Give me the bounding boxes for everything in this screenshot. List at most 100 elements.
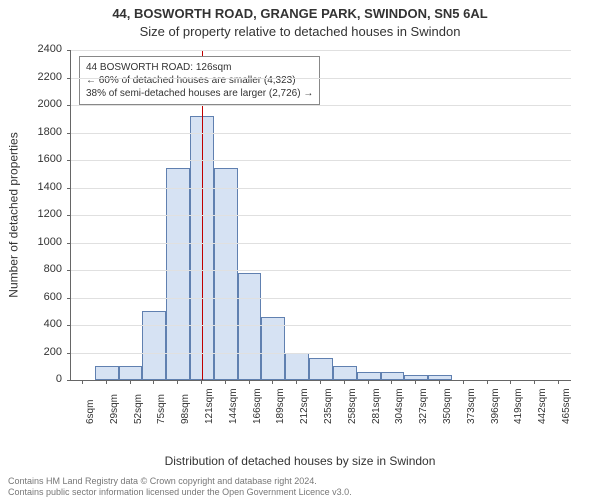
- x-tick-label: 350sqm: [442, 388, 453, 424]
- y-tick-label: 1600: [0, 153, 62, 165]
- x-tick-label: 144sqm: [228, 388, 239, 424]
- y-gridline: [71, 78, 571, 79]
- x-tick-mark: [391, 380, 392, 384]
- x-tick-label: 166sqm: [252, 388, 263, 424]
- x-tick-label: 327sqm: [418, 388, 429, 424]
- y-tick-mark: [67, 353, 71, 354]
- x-tick-mark: [439, 380, 440, 384]
- histogram-bar: [119, 366, 143, 380]
- histogram-bar: [166, 168, 190, 380]
- x-tick-mark: [510, 380, 511, 384]
- x-tick-mark: [487, 380, 488, 384]
- y-tick-mark: [67, 188, 71, 189]
- x-tick-mark: [320, 380, 321, 384]
- x-tick-label: 98sqm: [180, 394, 191, 424]
- chart-title-address: 44, BOSWORTH ROAD, GRANGE PARK, SWINDON,…: [0, 6, 600, 21]
- y-gridline: [71, 188, 571, 189]
- x-tick-label: 6sqm: [85, 400, 96, 424]
- histogram-bar: [95, 366, 119, 380]
- x-tick-label: 373sqm: [466, 388, 477, 424]
- y-gridline: [71, 270, 571, 271]
- x-tick-label: 212sqm: [299, 388, 310, 424]
- x-axis-label: Distribution of detached houses by size …: [0, 454, 600, 468]
- info-line-property: 44 BOSWORTH ROAD: 126sqm: [86, 61, 313, 74]
- info-line-smaller: ← 60% of detached houses are smaller (4,…: [86, 74, 313, 87]
- y-tick-mark: [67, 160, 71, 161]
- y-tick-mark: [67, 270, 71, 271]
- x-tick-mark: [415, 380, 416, 384]
- x-tick-label: 52sqm: [133, 394, 144, 424]
- x-tick-mark: [177, 380, 178, 384]
- x-tick-mark: [153, 380, 154, 384]
- y-tick-label: 1000: [0, 236, 62, 248]
- y-tick-label: 200: [0, 346, 62, 358]
- y-tick-label: 2200: [0, 71, 62, 83]
- x-tick-label: 235sqm: [323, 388, 334, 424]
- x-tick-mark: [130, 380, 131, 384]
- x-tick-mark: [344, 380, 345, 384]
- histogram-bar: [214, 168, 238, 380]
- y-tick-label: 400: [0, 318, 62, 330]
- histogram-bar: [381, 372, 405, 380]
- chart-title-subtitle: Size of property relative to detached ho…: [0, 24, 600, 39]
- x-tick-mark: [225, 380, 226, 384]
- histogram-bar: [333, 366, 357, 380]
- y-gridline: [71, 353, 571, 354]
- x-tick-mark: [249, 380, 250, 384]
- histogram-bar: [357, 372, 381, 380]
- x-tick-mark: [106, 380, 107, 384]
- x-tick-mark: [296, 380, 297, 384]
- y-gridline: [71, 215, 571, 216]
- x-tick-label: 396sqm: [490, 388, 501, 424]
- reference-info-box: 44 BOSWORTH ROAD: 126sqm ← 60% of detach…: [79, 56, 320, 105]
- y-tick-label: 2000: [0, 98, 62, 110]
- y-tick-mark: [67, 380, 71, 381]
- histogram-bar: [285, 353, 309, 381]
- x-tick-mark: [201, 380, 202, 384]
- x-tick-label: 189sqm: [275, 388, 286, 424]
- info-line-larger: 38% of semi-detached houses are larger (…: [86, 87, 313, 100]
- y-gridline: [71, 298, 571, 299]
- y-tick-label: 1400: [0, 181, 62, 193]
- x-tick-label: 281sqm: [371, 388, 382, 424]
- x-tick-label: 29sqm: [109, 394, 120, 424]
- y-tick-label: 0: [0, 373, 62, 385]
- y-gridline: [71, 50, 571, 51]
- y-tick-label: 1800: [0, 126, 62, 138]
- y-tick-mark: [67, 325, 71, 326]
- x-tick-mark: [368, 380, 369, 384]
- credit-line-1: Contains HM Land Registry data © Crown c…: [8, 476, 592, 487]
- y-gridline: [71, 243, 571, 244]
- y-tick-label: 600: [0, 291, 62, 303]
- y-gridline: [71, 105, 571, 106]
- histogram-bar: [142, 311, 166, 380]
- y-tick-mark: [67, 298, 71, 299]
- x-tick-label: 465sqm: [561, 388, 572, 424]
- x-tick-mark: [272, 380, 273, 384]
- histogram-bar: [238, 273, 262, 380]
- y-tick-mark: [67, 105, 71, 106]
- x-tick-mark: [463, 380, 464, 384]
- y-gridline: [71, 160, 571, 161]
- credits-block: Contains HM Land Registry data © Crown c…: [8, 476, 592, 498]
- chart-plot-area: 44 BOSWORTH ROAD: 126sqm ← 60% of detach…: [70, 50, 571, 381]
- y-tick-mark: [67, 50, 71, 51]
- x-tick-label: 121sqm: [204, 388, 215, 424]
- y-tick-mark: [67, 243, 71, 244]
- x-tick-label: 304sqm: [394, 388, 405, 424]
- y-tick-mark: [67, 78, 71, 79]
- histogram-bar: [309, 358, 333, 380]
- x-tick-label: 419sqm: [513, 388, 524, 424]
- x-tick-mark: [558, 380, 559, 384]
- histogram-bar: [261, 317, 285, 380]
- y-gridline: [71, 325, 571, 326]
- x-tick-label: 75sqm: [156, 394, 167, 424]
- x-tick-label: 258sqm: [347, 388, 358, 424]
- y-tick-label: 2400: [0, 43, 62, 55]
- x-tick-mark: [82, 380, 83, 384]
- credit-line-2: Contains public sector information licen…: [8, 487, 592, 498]
- y-tick-mark: [67, 133, 71, 134]
- y-tick-label: 1200: [0, 208, 62, 220]
- x-tick-mark: [534, 380, 535, 384]
- y-tick-mark: [67, 215, 71, 216]
